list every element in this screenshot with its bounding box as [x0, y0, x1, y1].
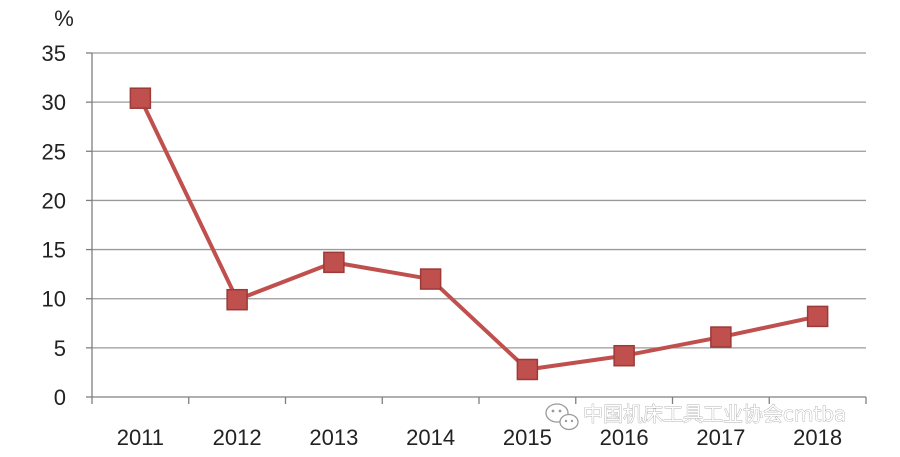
watermark: 中国机床工具工业协会cmtba [545, 402, 847, 431]
x-tick-label: 2012 [213, 425, 262, 450]
x-tick-label: 2018 [793, 425, 842, 450]
data-point-2013 [323, 251, 345, 274]
data-point-2018 [806, 305, 829, 328]
y-tick-label: 10 [42, 287, 66, 312]
x-tick-label: 2016 [600, 425, 649, 450]
y-tick-label: 0 [54, 385, 66, 410]
y-tick-label: 15 [42, 238, 66, 263]
series-line-group [129, 87, 829, 381]
data-point-2015 [516, 358, 539, 381]
y-tick-label: 30 [42, 90, 66, 115]
y-tick-label: 35 [42, 41, 66, 66]
axes [86, 52, 867, 404]
x-tick-label: 2017 [696, 425, 745, 450]
gridlines [92, 52, 866, 349]
series-line [138, 97, 819, 372]
y-tick-label: 20 [42, 188, 66, 213]
data-point-2014 [419, 268, 442, 290]
x-tick-label: 2011 [117, 425, 164, 450]
data-point-2017 [710, 326, 732, 348]
x-tick-label: 2014 [406, 425, 455, 450]
data-point-2011 [129, 87, 152, 109]
y-axis-unit-label: % [54, 6, 74, 31]
x-tick-labels: 2011 2012 2013 2014 2015 2016 2017 2018 [117, 425, 842, 450]
x-tick-label: 2015 [503, 425, 552, 450]
x-tick-label: 2013 [309, 425, 358, 450]
y-tick-label: 25 [42, 139, 66, 164]
wechat-icon [545, 403, 579, 431]
data-point-2016 [613, 344, 635, 367]
watermark-text: 中国机床工具工业协会cmtba [583, 402, 846, 426]
y-tick-label: 5 [54, 336, 66, 361]
y-tick-labels: 0 5 10 15 20 25 30 35 [42, 41, 66, 410]
data-point-2012 [226, 288, 248, 311]
